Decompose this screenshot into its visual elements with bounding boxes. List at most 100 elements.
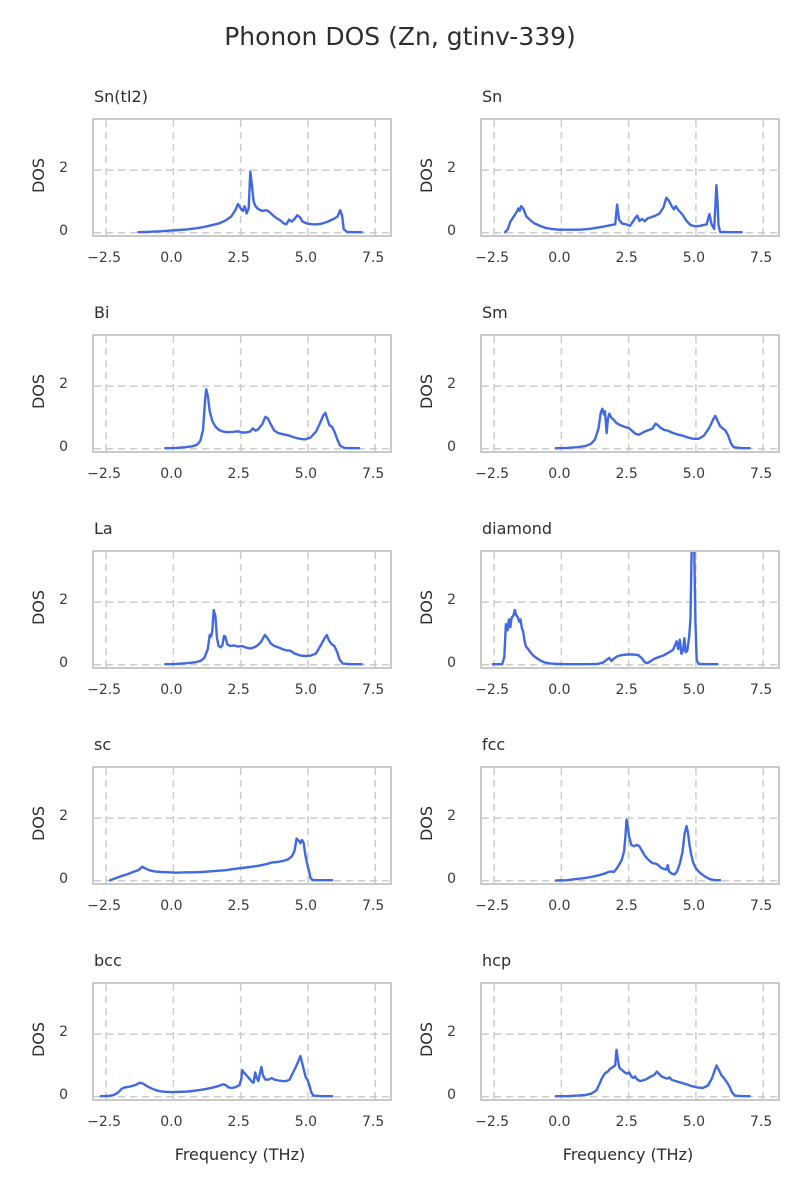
x-tick-label: −2.5 <box>87 250 122 266</box>
dos-curve-diamond <box>491 552 719 666</box>
y-tick-label: 2 <box>59 376 68 393</box>
x-tick-label: 0.0 <box>160 898 183 914</box>
plot-area-bcc <box>92 982 392 1101</box>
x-tick-label: 0.0 <box>160 682 183 698</box>
x-tick-label: 5.0 <box>682 1114 706 1130</box>
dos-curve-bcc <box>99 1054 334 1098</box>
subplot-title-hcp: hcp <box>482 951 512 970</box>
y-tick-label: 0 <box>447 438 456 455</box>
x-tick-label: −2.5 <box>475 250 510 266</box>
subplot-title-bcc: bcc <box>94 951 122 970</box>
subplot-title-sn: Sn <box>482 87 503 106</box>
y-tick-label: 0 <box>59 438 68 455</box>
y-tick-label: 0 <box>59 870 68 887</box>
x-tick-label: −2.5 <box>87 682 122 698</box>
y-tick-label: 2 <box>59 1024 68 1041</box>
y-tick-label: 0 <box>59 1086 68 1103</box>
subplot-title-sm: Sm <box>482 303 508 322</box>
x-tick-label: 2.5 <box>227 466 250 482</box>
dos-curve-sn <box>503 183 743 234</box>
plot-area-sn <box>480 118 780 237</box>
x-axis-label: Frequency (THz) <box>174 1145 306 1164</box>
plot-area-hcp <box>480 982 780 1101</box>
y-tick-label: 0 <box>447 654 456 671</box>
x-tick-label: 0.0 <box>548 682 571 698</box>
x-tick-label: 5.0 <box>294 466 318 482</box>
subplot-title-la: La <box>94 519 113 538</box>
subplot-title-sn-ti2-: Sn(tI2) <box>94 87 148 106</box>
dos-curve-sc <box>108 837 334 882</box>
x-tick-label: 7.5 <box>750 898 773 914</box>
y-tick-label: 2 <box>447 592 456 609</box>
plot-area-bi <box>92 334 392 453</box>
x-tick-label: 2.5 <box>227 898 250 914</box>
dos-curve-bi <box>164 388 361 450</box>
x-tick-label: 5.0 <box>294 250 318 266</box>
x-tick-label: 5.0 <box>682 682 706 698</box>
x-tick-label: 0.0 <box>548 250 571 266</box>
plot-area-sm <box>480 334 780 453</box>
subplot-title-fcc: fcc <box>482 735 506 754</box>
x-tick-label: 7.5 <box>362 250 385 266</box>
y-tick-label: 0 <box>447 1086 456 1103</box>
x-tick-label: 0.0 <box>548 898 571 914</box>
x-tick-label: 7.5 <box>362 466 385 482</box>
y-tick-label: 2 <box>447 808 456 825</box>
subplot-title-diamond: diamond <box>482 519 553 538</box>
plot-area-sn-ti2- <box>92 118 392 237</box>
x-tick-label: 5.0 <box>682 250 706 266</box>
y-tick-label: 2 <box>447 376 456 393</box>
x-tick-label: −2.5 <box>87 1114 122 1130</box>
x-tick-label: 2.5 <box>615 250 638 266</box>
x-tick-label: 5.0 <box>682 898 706 914</box>
subplot-title-bi: Bi <box>94 303 110 322</box>
x-tick-label: 2.5 <box>615 682 638 698</box>
x-tick-label: 5.0 <box>294 898 318 914</box>
plot-area-diamond <box>480 550 780 669</box>
x-tick-label: 7.5 <box>750 1114 773 1130</box>
x-tick-label: 2.5 <box>615 898 638 914</box>
y-tick-label: 0 <box>447 870 456 887</box>
x-tick-label: −2.5 <box>475 1114 510 1130</box>
x-tick-label: 5.0 <box>294 682 318 698</box>
y-tick-label: 0 <box>59 222 68 239</box>
x-tick-label: 2.5 <box>615 1114 638 1130</box>
dos-curve-hcp <box>554 1048 751 1098</box>
dos-curve-sm <box>554 407 751 450</box>
x-tick-label: −2.5 <box>475 466 510 482</box>
x-tick-label: 5.0 <box>294 1114 318 1130</box>
x-tick-label: 2.5 <box>615 466 638 482</box>
x-tick-label: 7.5 <box>362 898 385 914</box>
y-tick-label: 2 <box>59 592 68 609</box>
x-tick-label: −2.5 <box>87 898 122 914</box>
plot-area-la <box>92 550 392 669</box>
x-tick-label: 7.5 <box>750 682 773 698</box>
plot-area-sc <box>92 766 392 885</box>
x-tick-label: −2.5 <box>87 466 122 482</box>
x-tick-label: 2.5 <box>227 1114 250 1130</box>
x-tick-label: 0.0 <box>548 466 571 482</box>
x-tick-label: 0.0 <box>160 250 183 266</box>
x-tick-label: 5.0 <box>682 466 706 482</box>
y-tick-label: 2 <box>447 1024 456 1041</box>
x-tick-label: 0.0 <box>160 1114 183 1130</box>
x-tick-label: 0.0 <box>548 1114 571 1130</box>
y-tick-label: 0 <box>447 222 456 239</box>
x-tick-label: 7.5 <box>362 682 385 698</box>
x-tick-label: 7.5 <box>750 250 773 266</box>
x-tick-label: 2.5 <box>227 250 250 266</box>
x-tick-label: 2.5 <box>227 682 250 698</box>
dos-curve-sn-ti2- <box>137 170 363 234</box>
plot-area-fcc <box>480 766 780 885</box>
x-tick-label: 7.5 <box>750 466 773 482</box>
figure-title: Phonon DOS (Zn, gtinv-339) <box>224 22 576 51</box>
y-tick-label: 0 <box>59 654 68 671</box>
subplot-title-sc: sc <box>94 735 112 754</box>
dos-curve-la <box>164 608 363 666</box>
y-tick-label: 2 <box>59 160 68 177</box>
x-tick-label: −2.5 <box>475 682 510 698</box>
x-tick-label: −2.5 <box>475 898 510 914</box>
x-tick-label: 7.5 <box>362 1114 385 1130</box>
x-tick-label: 0.0 <box>160 466 183 482</box>
